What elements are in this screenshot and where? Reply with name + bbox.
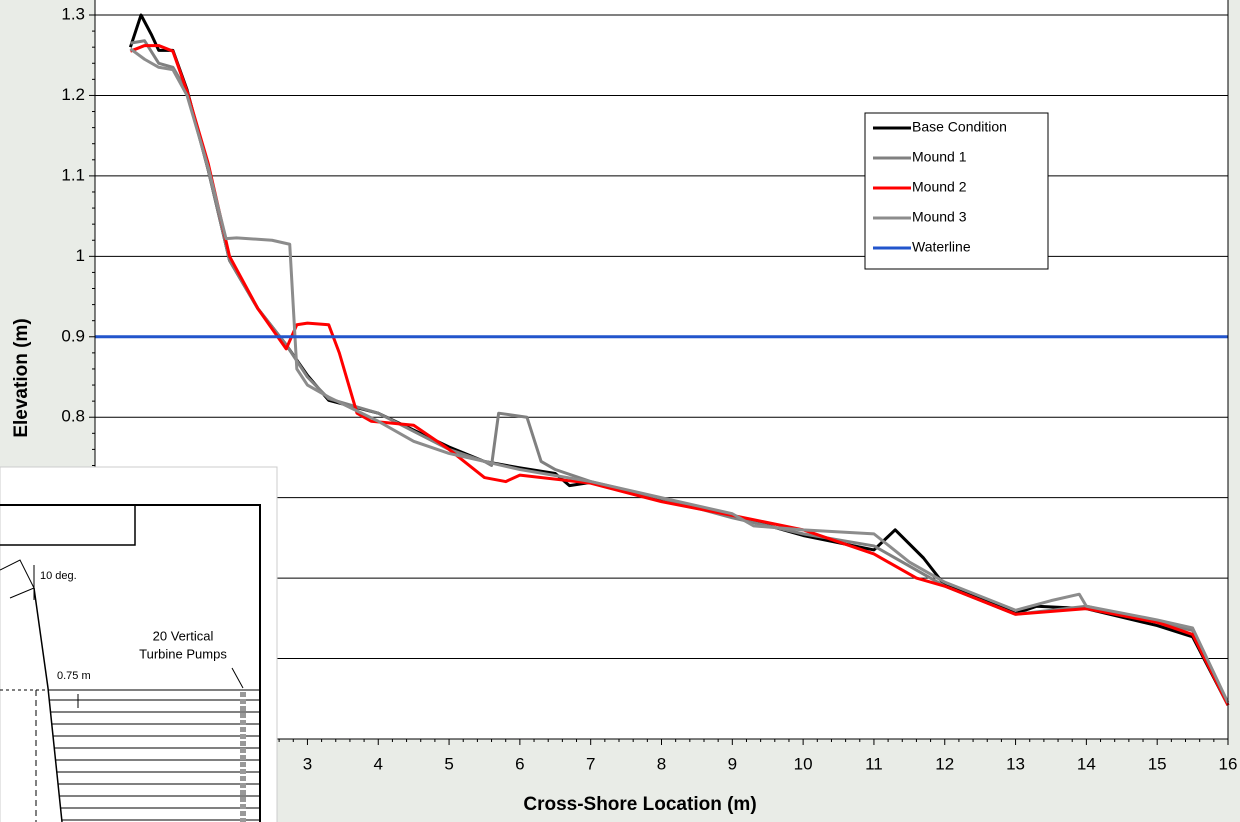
y-axis-title: Elevation (m) [11,318,32,437]
x-tick-label: 9 [728,754,737,773]
x-tick-label: 6 [515,754,524,773]
y-tick-label: 1.1 [61,165,85,184]
legend-label: Base Condition [912,119,1007,135]
x-tick-label: 13 [1006,754,1025,773]
lines [95,13,1230,706]
x-axis-title: Cross-Shore Location (m) [523,794,756,815]
x-tick-label: 8 [657,754,666,773]
x-tick-label: 16 [1219,754,1238,773]
legend-label: Mound 2 [912,179,967,195]
x-tick-label: 3 [303,754,312,773]
y-tick-label: 1 [76,246,85,265]
y-tick-label: 1.3 [61,4,85,23]
legend-label: Mound 1 [912,149,967,165]
series-line [129,47,1230,704]
pump-pointer [231,667,244,689]
spacing-label: 0.75 m [57,670,91,682]
y-tick-label: 1.2 [61,85,85,104]
x-tick-label: 15 [1148,754,1167,773]
x-tick-label: 7 [586,754,595,773]
pumps-label: 20 Vertical [153,628,214,643]
x-tick-label: 14 [1077,754,1096,773]
inset-diagram: 10 deg. 20 Vertical Turbine Pumps 0.75 m [0,466,278,822]
y-tick-label: 0.9 [61,326,85,345]
legend-label: Mound 3 [912,209,967,225]
x-tick-label: 4 [374,754,383,773]
x-tick-label: 5 [444,754,453,773]
x-tick-label: 12 [935,754,954,773]
x-tick-label: 10 [794,754,813,773]
legend-label: Waterline [912,239,971,255]
angle-label: 10 deg. [40,570,77,582]
inset-frame [0,466,278,822]
legend-box [864,112,1049,270]
pumps-label: Turbine Pumps [139,646,227,661]
slope-cap [0,559,35,599]
x-tick-label: 11 [865,754,883,773]
tank-box [0,504,136,546]
legend: Base Condition Mound 1 Mound 2 Mound 3 Water… [864,112,1049,270]
y-tick-label: 0.8 [61,407,85,426]
slope [33,587,63,822]
